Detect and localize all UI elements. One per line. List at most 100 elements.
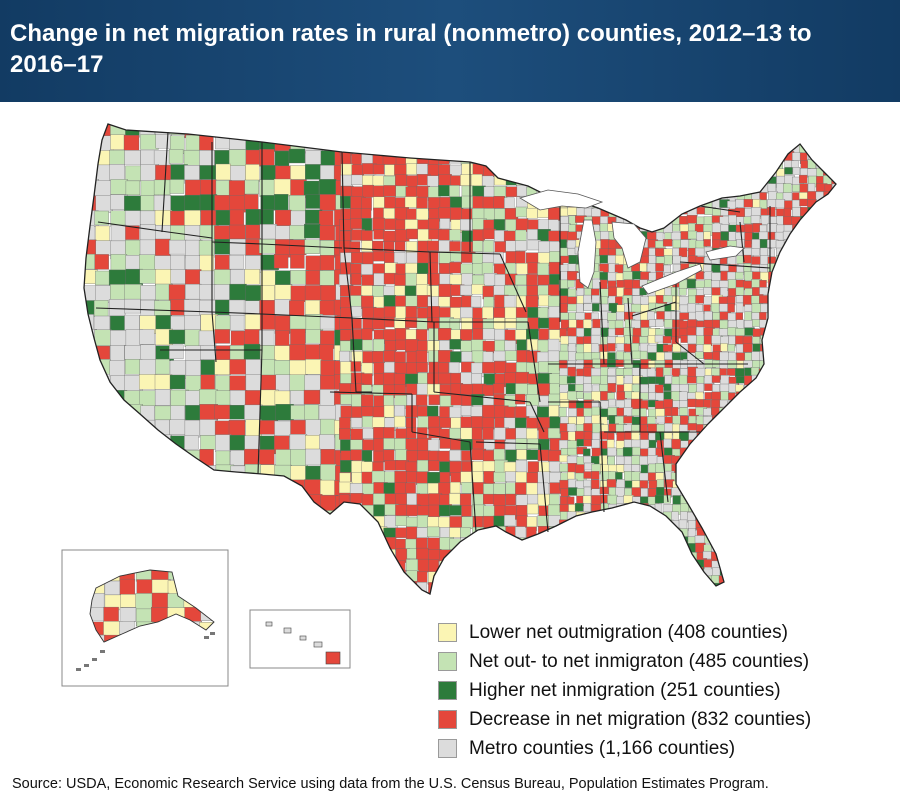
county-cell xyxy=(548,284,560,296)
county-cell xyxy=(110,330,127,346)
county-cell xyxy=(655,184,666,195)
county-cell xyxy=(623,279,635,290)
county-cell xyxy=(154,374,173,390)
county-cell xyxy=(154,405,173,421)
county-cell xyxy=(95,270,111,286)
county-cell xyxy=(719,439,729,451)
county-cell xyxy=(632,191,643,201)
county-cell xyxy=(274,124,293,138)
county-cell xyxy=(461,351,473,363)
county-cell xyxy=(808,360,817,368)
county-cell xyxy=(831,520,836,530)
county-cell xyxy=(695,247,705,257)
county-cell xyxy=(743,510,752,520)
county-cell xyxy=(823,543,834,553)
county-cell xyxy=(695,176,704,188)
county-cell xyxy=(289,239,307,255)
county-cell xyxy=(109,448,126,464)
county-cell xyxy=(823,295,834,303)
county-cell xyxy=(766,159,776,171)
county-cell xyxy=(245,585,262,594)
county-cell xyxy=(631,124,643,130)
county-cell xyxy=(799,440,809,451)
county-cell xyxy=(199,419,218,436)
county-cell xyxy=(767,223,778,233)
county-cell xyxy=(695,150,704,160)
county-cell xyxy=(583,520,594,530)
county-cell xyxy=(823,207,833,216)
county-cell xyxy=(574,503,584,512)
county-cell xyxy=(823,288,834,297)
county-cell xyxy=(648,559,659,571)
county-cell xyxy=(783,575,792,587)
county-cell xyxy=(606,151,618,161)
county-cell xyxy=(760,519,769,528)
county-cell xyxy=(94,450,112,469)
county-cell xyxy=(124,150,141,165)
county-cell xyxy=(504,197,515,210)
county-cell xyxy=(759,527,769,537)
county-cell xyxy=(339,538,353,549)
county-cell xyxy=(832,432,836,445)
county-cell xyxy=(751,248,760,256)
county-cell xyxy=(831,407,836,420)
county-cell xyxy=(767,128,777,139)
county-cell xyxy=(744,440,754,449)
county-cell xyxy=(548,393,560,407)
county-cell xyxy=(406,141,418,153)
county-cell xyxy=(438,593,451,594)
county-cell xyxy=(417,124,431,132)
county-cell xyxy=(719,360,729,370)
county-cell xyxy=(199,389,218,407)
county-cell xyxy=(815,592,825,594)
county-cell xyxy=(687,135,699,146)
county-cell xyxy=(663,560,672,569)
county-cell xyxy=(305,448,321,466)
county-cell xyxy=(493,153,506,164)
county-cell xyxy=(607,124,618,131)
county-cell xyxy=(598,543,609,551)
county-cell xyxy=(672,191,683,202)
county-cell xyxy=(712,591,721,594)
county-cell xyxy=(84,390,98,406)
county-cell xyxy=(800,407,813,418)
county-cell xyxy=(695,280,706,288)
county-cell xyxy=(727,560,739,570)
county-cell xyxy=(792,399,803,411)
county-cell xyxy=(768,416,777,425)
county-cell xyxy=(824,159,836,169)
county-cell xyxy=(260,540,278,555)
county-cell xyxy=(767,408,776,416)
county-cell xyxy=(608,583,617,592)
county-cell xyxy=(735,376,746,384)
county-cell xyxy=(483,483,494,496)
county-cell xyxy=(583,536,592,546)
county-cell xyxy=(245,508,264,525)
county-cell xyxy=(776,310,788,320)
county-cell xyxy=(305,359,322,375)
state-border xyxy=(527,321,541,403)
county-cell xyxy=(339,124,354,132)
county-cell xyxy=(623,160,633,171)
county-cell xyxy=(84,124,95,136)
county-cell xyxy=(449,505,462,516)
county-cell xyxy=(672,151,681,162)
county-cell xyxy=(576,592,585,594)
county-cell xyxy=(719,448,730,458)
county-cell xyxy=(339,350,350,363)
county-cell xyxy=(320,568,339,584)
county-cell xyxy=(362,570,376,582)
county-cell xyxy=(567,135,577,144)
map-title: Change in net migration rates in rural (… xyxy=(10,20,812,78)
lake-superior xyxy=(519,189,604,211)
county-cell xyxy=(680,552,691,562)
county-cell xyxy=(631,151,643,163)
county-cell xyxy=(185,360,204,378)
county-cell xyxy=(170,269,187,284)
county-cell xyxy=(373,338,385,353)
county-cell xyxy=(816,127,826,137)
county-cell xyxy=(727,584,736,594)
county-cell xyxy=(559,124,570,130)
county-cell xyxy=(320,375,337,391)
county-cell xyxy=(351,593,363,594)
